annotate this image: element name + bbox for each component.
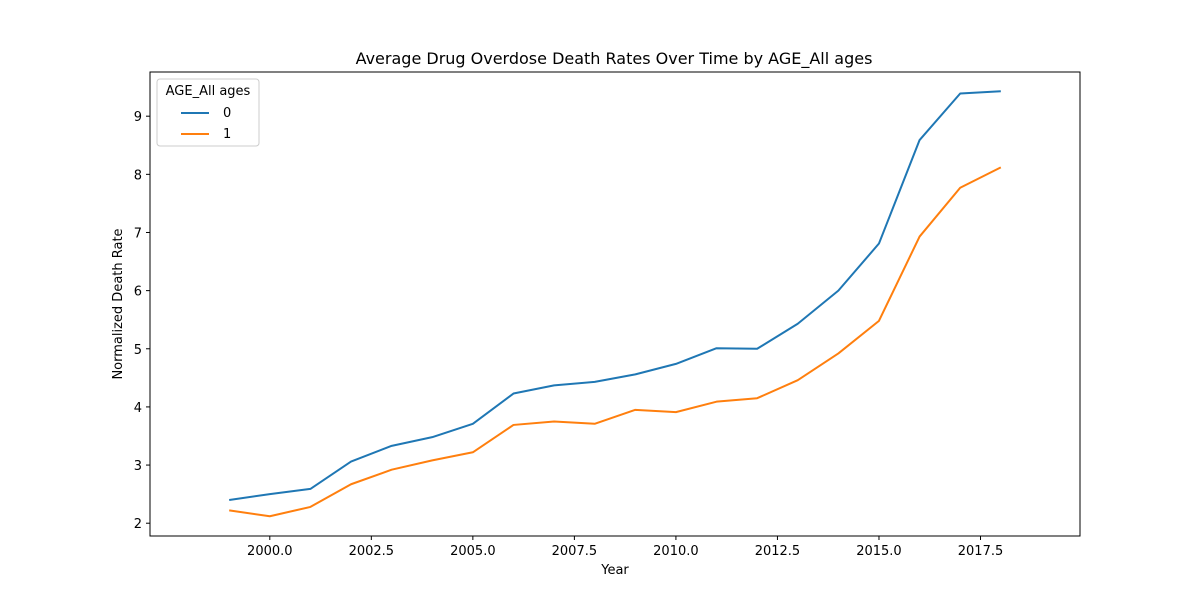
- series-line-1: [229, 166, 1002, 518]
- legend: AGE_All ages 0 1: [156, 78, 260, 147]
- y-tick-label: 3: [134, 459, 142, 474]
- chart-title: Average Drug Overdose Death Rates Over T…: [356, 49, 873, 69]
- y-axis: 2 3 4 5 6 7 8 9: [134, 110, 150, 532]
- x-axis-label: Year: [600, 563, 629, 578]
- y-tick-label: 9: [134, 110, 142, 125]
- x-tick-label: 2007.5: [552, 544, 598, 559]
- x-axis: 2000.0 2002.5 2005.0 2007.5 2010.0 2012.5 2015…: [247, 536, 1003, 559]
- x-tick-label: 2015.0: [856, 544, 902, 559]
- y-tick-label: 7: [134, 226, 142, 241]
- y-tick-label: 5: [134, 343, 142, 358]
- x-tick-label: 2002.5: [349, 544, 395, 559]
- series-line-0: [229, 90, 1001, 501]
- x-tick-label: 2012.5: [755, 544, 801, 559]
- y-tick-label: 8: [134, 168, 142, 183]
- y-tick-label: 4: [134, 401, 142, 416]
- x-tick-label: 2010.0: [653, 544, 699, 559]
- plot-area: [149, 71, 1081, 537]
- y-axis-label: Normalized Death Rate: [111, 228, 126, 379]
- x-tick-label: 2005.0: [450, 544, 496, 559]
- y-tick-label: 2: [134, 517, 142, 532]
- x-tick-label: 2017.5: [958, 544, 1004, 559]
- legend-label-0: 0: [223, 106, 231, 121]
- y-tick-label: 6: [134, 285, 142, 300]
- series-lines: [229, 90, 1002, 518]
- x-tick-label: 2000.0: [247, 544, 293, 559]
- legend-title: AGE_All ages: [166, 84, 251, 99]
- legend-label-1: 1: [223, 127, 231, 142]
